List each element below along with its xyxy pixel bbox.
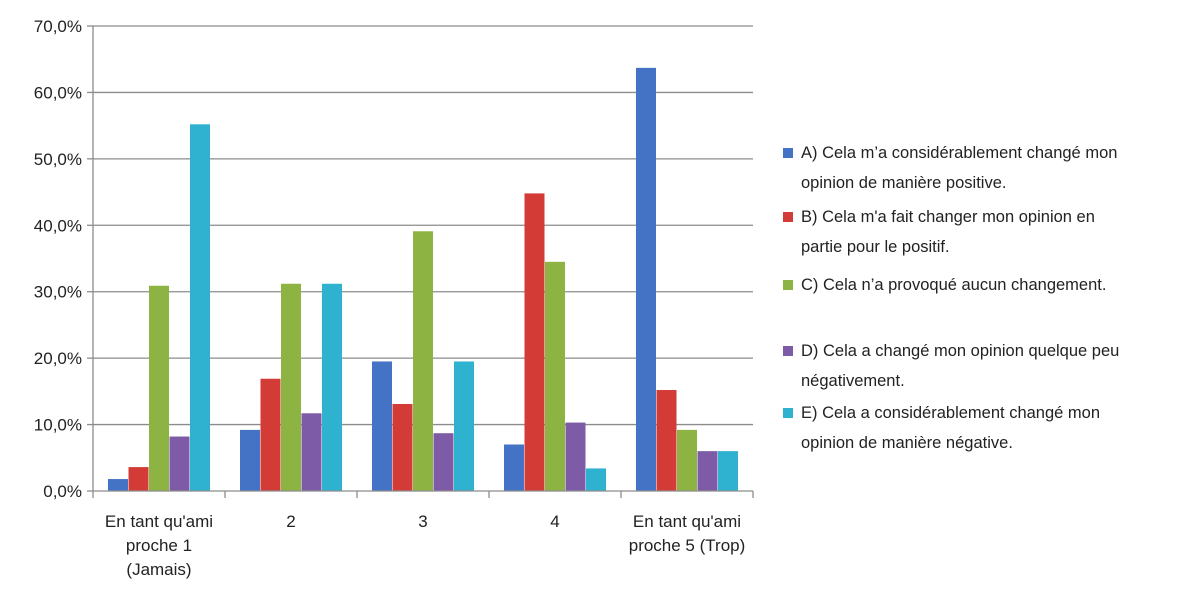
bar [322,283,342,491]
legend-swatch [783,346,793,356]
legend-label-line: D) Cela a changé mon opinion quelque peu [801,342,1119,360]
bar [454,361,474,491]
y-tick-label: 0,0% [43,482,82,501]
legend-entry: B) Cela m'a fait changer mon opinion en p… [801,208,1095,256]
x-tick-label: 2 [286,512,295,531]
bar [586,468,606,491]
bar [392,403,413,491]
bar [677,429,697,491]
y-tick-label: 50,0% [34,150,82,169]
bar [281,283,301,491]
bar [565,422,586,491]
bar [636,67,656,491]
bar [128,467,149,491]
bar [190,124,210,492]
bar [260,378,281,491]
legend-label-line: C) Cela n’a provoqué aucun changement. [801,276,1106,294]
x-tick-label: 4 [550,512,559,531]
y-tick-label: 10,0% [34,416,82,435]
legend-swatch [783,212,793,222]
legend-label-line: opinion de manière négative. [801,434,1013,452]
x-tick-label-line: proche 1 [126,536,192,555]
y-tick-label: 40,0% [34,216,82,235]
bar [504,444,524,491]
bar [301,413,322,491]
axes [87,25,754,498]
y-tick-labels: 0,0% 10,0% 20,0% 30,0% 40,0% 50,0% 60,0% 70,0% [34,17,82,501]
bar [149,285,169,491]
y-tick-label: 20,0% [34,349,82,368]
x-tick-label-line: 3 [418,512,427,531]
bar [433,433,454,491]
legend-swatch [783,148,793,158]
legend-label-line: E) Cela a considérablement changé mon [801,404,1100,422]
bar [545,261,565,491]
bar [108,479,128,491]
x-tick-label-line: 2 [286,512,295,531]
legend-swatch [783,280,793,290]
legend-label-line: négativement. [801,372,905,390]
legend-label-line: opinion de manière positive. [801,174,1006,192]
legend-entry: D) Cela a changé mon opinion quelque peu… [801,342,1119,390]
x-tick-label: En tant qu'ami proche 1 (Jamais) [105,512,213,579]
x-tick-labels: En tant qu'ami proche 1 (Jamais) 2 3 4 En tant… [105,512,745,579]
bars [108,67,738,492]
legend-label-line: B) Cela m'a fait changer mon opinion en [801,208,1095,226]
bar [372,361,392,491]
legend-entry: A) Cela m’a considérablement changé mon o… [801,144,1117,192]
legend-label-line: A) Cela m’a considérablement changé mon [801,144,1117,162]
legend-label-line: partie pour le positif. [801,238,950,256]
bar [656,390,677,491]
bar [240,429,260,491]
x-tick-label-line: En tant qu'ami [105,512,213,531]
legend-entry: C) Cela n’a provoqué aucun changement. [801,276,1106,294]
x-tick-label-line: (Jamais) [126,560,191,579]
bar [697,451,718,491]
bar [169,436,190,491]
bar [524,193,545,491]
x-tick-label: En tant qu'ami proche 5 (Trop) [629,512,746,555]
legend-entry: E) Cela a considérablement changé mon opi… [801,404,1100,452]
y-tick-label: 60,0% [34,83,82,102]
legend: A) Cela m’a considérablement changé mon o… [783,144,1119,452]
bar [413,231,433,491]
x-tick-label-line: En tant qu'ami [633,512,741,531]
x-tick-label-line: proche 5 (Trop) [629,536,746,555]
legend-swatch [783,408,793,418]
x-tick-label-line: 4 [550,512,559,531]
y-tick-label: 30,0% [34,283,82,302]
x-tick-label: 3 [418,512,427,531]
bar [718,451,738,491]
y-tick-label: 70,0% [34,17,82,36]
